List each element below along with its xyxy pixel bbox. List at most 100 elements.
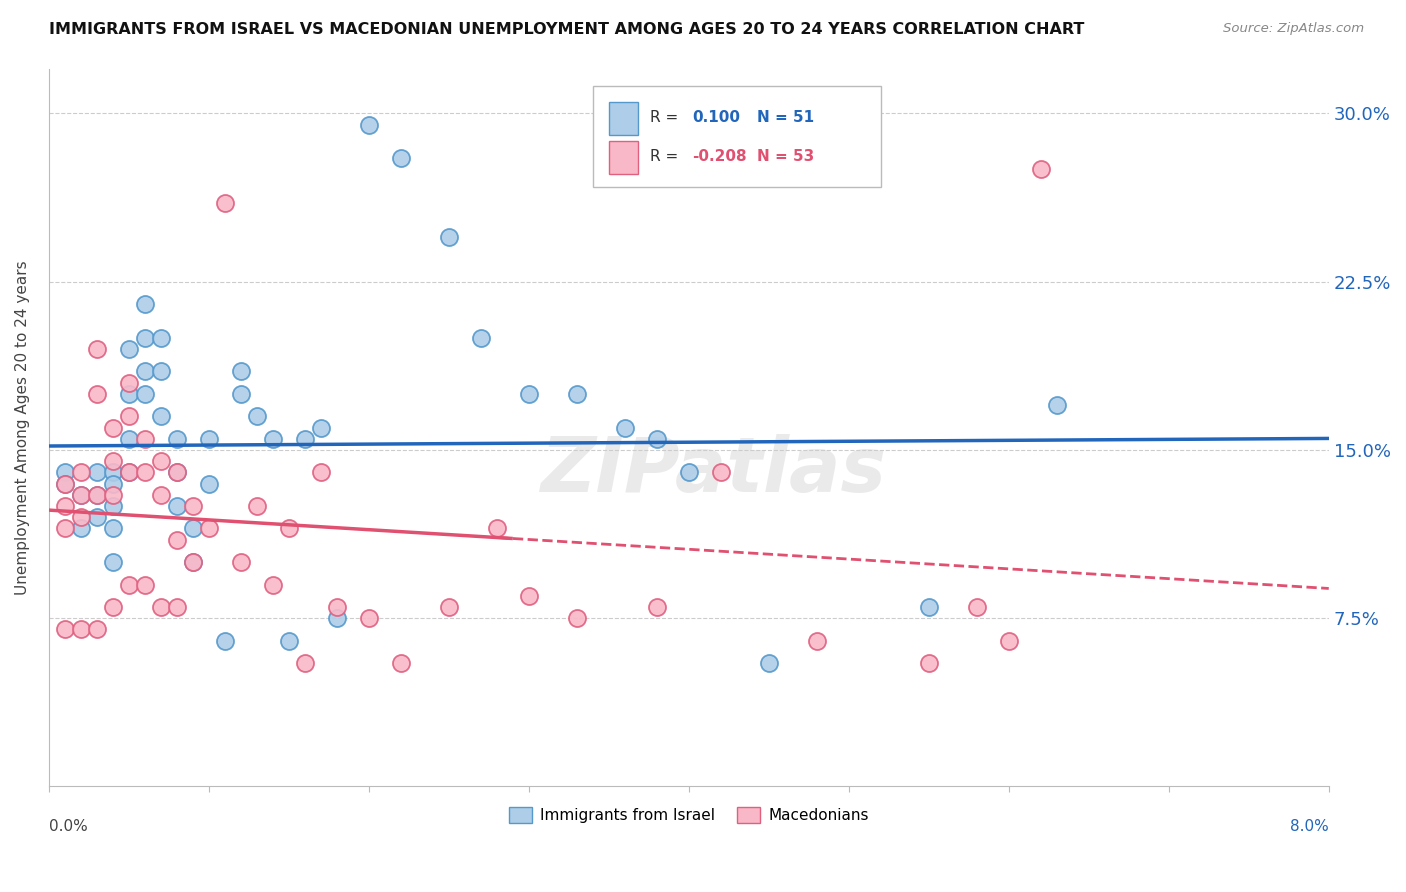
- Point: [181, 555, 204, 569]
- Point: [149, 409, 172, 424]
- Legend: Immigrants from Israel, Macedonians: Immigrants from Israel, Macedonians: [503, 801, 875, 829]
- Point: [918, 599, 941, 614]
- Point: [470, 331, 492, 345]
- Point: [118, 409, 141, 424]
- Text: -0.208: -0.208: [693, 149, 747, 164]
- Point: [262, 577, 284, 591]
- Point: [918, 656, 941, 670]
- Point: [101, 499, 124, 513]
- Point: [181, 555, 204, 569]
- Point: [86, 342, 108, 356]
- Point: [149, 331, 172, 345]
- Point: [134, 331, 156, 345]
- Point: [309, 420, 332, 434]
- Point: [53, 499, 76, 513]
- Point: [389, 656, 412, 670]
- Point: [294, 656, 316, 670]
- Point: [118, 387, 141, 401]
- Point: [134, 432, 156, 446]
- Point: [149, 488, 172, 502]
- Point: [118, 432, 141, 446]
- Point: [134, 466, 156, 480]
- Point: [166, 499, 188, 513]
- Point: [246, 499, 269, 513]
- Text: ZIPatlas: ZIPatlas: [541, 434, 887, 508]
- Point: [197, 432, 219, 446]
- Point: [613, 420, 636, 434]
- Point: [565, 611, 588, 625]
- Text: IMMIGRANTS FROM ISRAEL VS MACEDONIAN UNEMPLOYMENT AMONG AGES 20 TO 24 YEARS CORR: IMMIGRANTS FROM ISRAEL VS MACEDONIAN UNE…: [49, 22, 1084, 37]
- Point: [101, 521, 124, 535]
- FancyBboxPatch shape: [593, 87, 880, 187]
- Point: [134, 577, 156, 591]
- Point: [69, 623, 91, 637]
- Point: [134, 364, 156, 378]
- Point: [678, 466, 700, 480]
- Point: [53, 476, 76, 491]
- Point: [86, 488, 108, 502]
- Point: [166, 466, 188, 480]
- Point: [118, 577, 141, 591]
- Point: [166, 533, 188, 547]
- Point: [966, 599, 988, 614]
- Point: [53, 476, 76, 491]
- Point: [149, 599, 172, 614]
- Point: [181, 521, 204, 535]
- Point: [357, 118, 380, 132]
- Point: [197, 521, 219, 535]
- Point: [181, 499, 204, 513]
- Point: [214, 633, 236, 648]
- Point: [86, 488, 108, 502]
- Point: [229, 387, 252, 401]
- Point: [86, 466, 108, 480]
- Point: [277, 521, 299, 535]
- Text: 0.100: 0.100: [693, 110, 741, 125]
- Point: [69, 510, 91, 524]
- Point: [101, 454, 124, 468]
- Point: [166, 466, 188, 480]
- Point: [118, 466, 141, 480]
- Text: N = 51: N = 51: [756, 110, 814, 125]
- Point: [294, 432, 316, 446]
- Point: [437, 229, 460, 244]
- Point: [69, 488, 91, 502]
- Point: [758, 656, 780, 670]
- Point: [229, 555, 252, 569]
- Point: [229, 364, 252, 378]
- Point: [134, 387, 156, 401]
- Point: [517, 387, 540, 401]
- Point: [118, 466, 141, 480]
- Point: [1046, 398, 1069, 412]
- Point: [214, 196, 236, 211]
- Point: [101, 476, 124, 491]
- Text: 0.0%: 0.0%: [49, 819, 87, 834]
- Point: [166, 599, 188, 614]
- Point: [197, 476, 219, 491]
- Text: 8.0%: 8.0%: [1291, 819, 1329, 834]
- Point: [53, 466, 76, 480]
- Point: [645, 599, 668, 614]
- Point: [262, 432, 284, 446]
- Text: R =: R =: [651, 110, 683, 125]
- Point: [86, 510, 108, 524]
- Point: [101, 488, 124, 502]
- Point: [69, 488, 91, 502]
- FancyBboxPatch shape: [609, 102, 637, 135]
- Point: [277, 633, 299, 648]
- Point: [326, 599, 349, 614]
- Point: [118, 342, 141, 356]
- Point: [118, 376, 141, 390]
- FancyBboxPatch shape: [609, 141, 637, 174]
- Point: [806, 633, 828, 648]
- Point: [69, 521, 91, 535]
- Point: [710, 466, 733, 480]
- Point: [101, 420, 124, 434]
- Point: [166, 432, 188, 446]
- Point: [149, 364, 172, 378]
- Point: [326, 611, 349, 625]
- Point: [101, 599, 124, 614]
- Point: [86, 387, 108, 401]
- Point: [645, 432, 668, 446]
- Point: [389, 151, 412, 165]
- Text: Source: ZipAtlas.com: Source: ZipAtlas.com: [1223, 22, 1364, 36]
